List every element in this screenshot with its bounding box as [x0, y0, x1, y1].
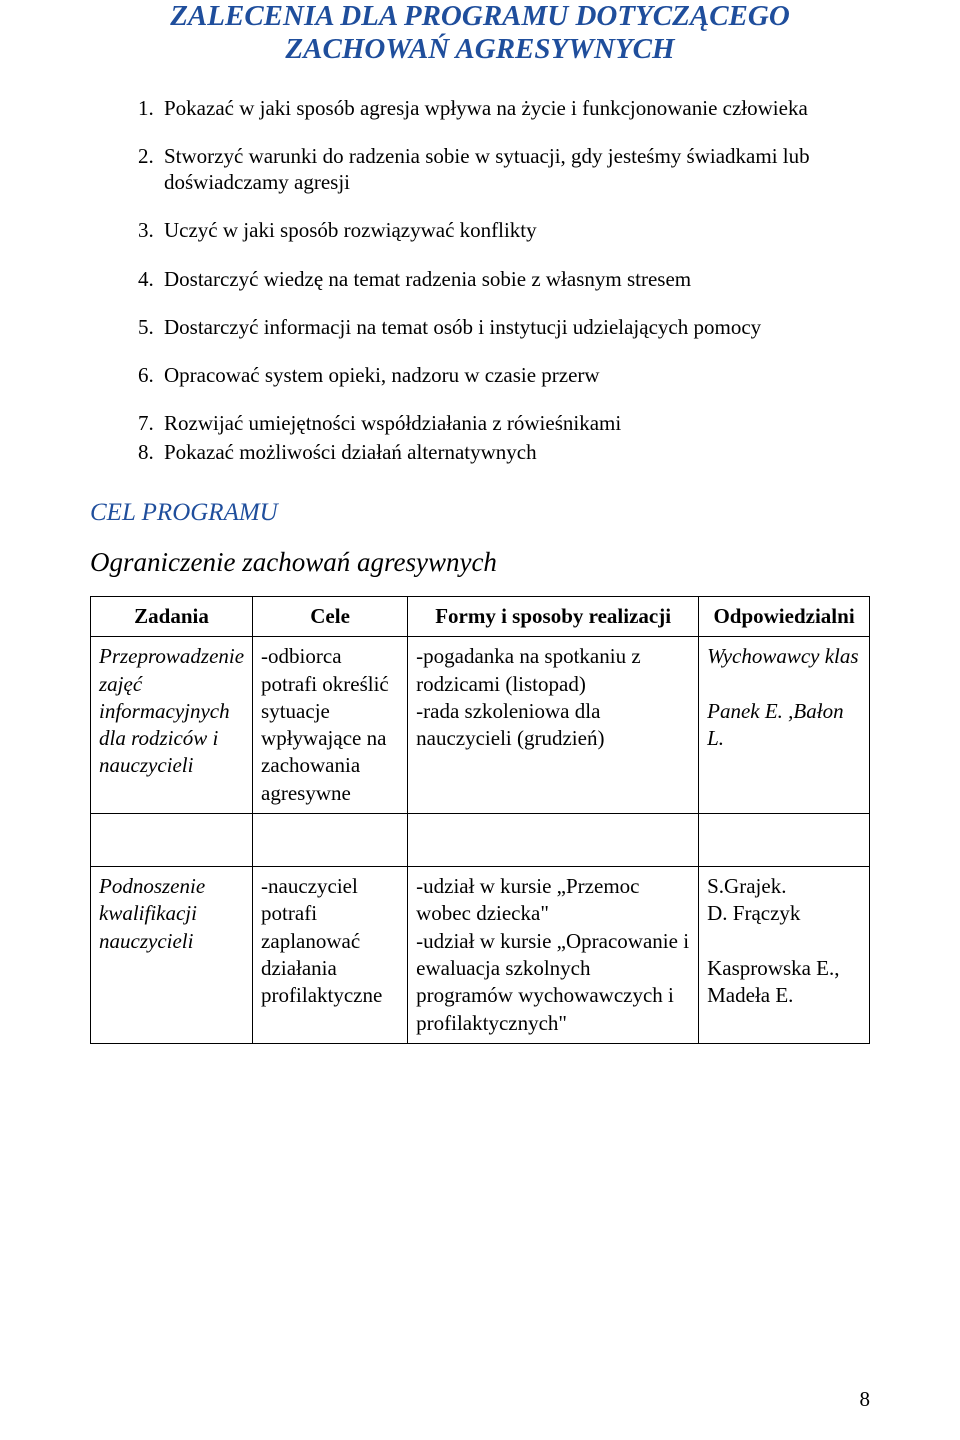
list-number: 7. — [138, 410, 164, 436]
list-item: 4.Dostarczyć wiedzę na temat radzenia so… — [138, 266, 870, 292]
odp-line: Kasprowska E., — [707, 956, 839, 980]
odp-line: Panek E. ,Bałon L. — [707, 699, 843, 750]
list-text: Uczyć w jaki sposób rozwiązywać konflikt… — [164, 217, 537, 243]
program-table: Zadania Cele Formy i sposoby realizacji … — [90, 596, 870, 1044]
cell-zadania: Przeprowadzenie zajęć informacyjnych dla… — [91, 637, 253, 814]
list-text: Opracować system opieki, nadzoru w czasi… — [164, 362, 600, 388]
list-item: 7.Rozwijać umiejętności współdziałania z… — [138, 410, 870, 436]
cell-odp: Wychowawcy klas Panek E. ,Bałon L. — [699, 637, 870, 814]
list-item: 2.Stworzyć warunki do radzenia sobie w s… — [138, 143, 870, 196]
odp-line: S.Grajek. — [707, 874, 786, 898]
table-header-row: Zadania Cele Formy i sposoby realizacji … — [91, 596, 870, 636]
odp-line: Madeła E. — [707, 983, 793, 1007]
odp-line: Wychowawcy klas — [707, 644, 858, 668]
list-item: 1.Pokazać w jaki sposób agresja wpływa n… — [138, 95, 870, 121]
section-heading-cel-programu: CEL PROGRAMU — [90, 499, 870, 527]
recommendations-list: 1.Pokazać w jaki sposób agresja wpływa n… — [138, 95, 870, 465]
list-number: 5. — [138, 314, 164, 340]
list-number: 6. — [138, 362, 164, 388]
list-text: Dostarczyć informacji na temat osób i in… — [164, 314, 761, 340]
table-row: Podnoszenie kwalifikacji nauczycieli -na… — [91, 867, 870, 1044]
list-text: Dostarczyć wiedzę na temat radzenia sobi… — [164, 266, 691, 292]
th-formy: Formy i sposoby realizacji — [408, 596, 699, 636]
cell-formy: -udział w kursie „Przemoc wobec dziecka"… — [408, 867, 699, 1044]
list-text: Pokazać możliwości działań alternatywnyc… — [164, 439, 537, 465]
list-item: 3.Uczyć w jaki sposób rozwiązywać konfli… — [138, 217, 870, 243]
table-spacer-row — [91, 814, 870, 867]
section-heading-ograniczenie: Ograniczenie zachowań agresywnych — [90, 547, 870, 578]
list-item: 5.Dostarczyć informacji na temat osób i … — [138, 314, 870, 340]
page-number: 8 — [860, 1387, 871, 1412]
title-line-2: ZACHOWAŃ AGRESYWNYCH — [285, 33, 674, 65]
list-item: 8.Pokazać możliwości działań alternatywn… — [138, 439, 870, 465]
list-item: 6.Opracować system opieki, nadzoru w cza… — [138, 362, 870, 388]
list-number: 3. — [138, 217, 164, 243]
cell-formy: -pogadanka na spotkaniu z rodzicami (lis… — [408, 637, 699, 814]
list-text: Rozwijać umiejętności współdziałania z r… — [164, 410, 621, 436]
list-text: Stworzyć warunki do radzenia sobie w syt… — [164, 143, 870, 196]
cell-odp: S.Grajek. D. Frączyk Kasprowska E., Made… — [699, 867, 870, 1044]
th-cele: Cele — [253, 596, 408, 636]
list-text: Pokazać w jaki sposób agresja wpływa na … — [164, 95, 808, 121]
list-number: 8. — [138, 439, 164, 465]
title-line-1: ZALECENIA DLA PROGRAMU DOTYCZĄCEGO — [170, 0, 790, 32]
list-number: 4. — [138, 266, 164, 292]
cell-zadania: Podnoszenie kwalifikacji nauczycieli — [91, 867, 253, 1044]
th-odpowiedzialni: Odpowiedzialni — [699, 596, 870, 636]
cell-cele: -odbiorca potrafi określić sytuacje wpły… — [253, 637, 408, 814]
list-number: 2. — [138, 143, 164, 196]
odp-line: D. Frączyk — [707, 901, 800, 925]
table-row: Przeprowadzenie zajęć informacyjnych dla… — [91, 637, 870, 814]
th-zadania: Zadania — [91, 596, 253, 636]
list-number: 1. — [138, 95, 164, 121]
cell-cele: -nauczyciel potrafi zaplanować działania… — [253, 867, 408, 1044]
main-title: ZALECENIA DLA PROGRAMU DOTYCZĄCEGO ZACHO… — [90, 0, 870, 67]
